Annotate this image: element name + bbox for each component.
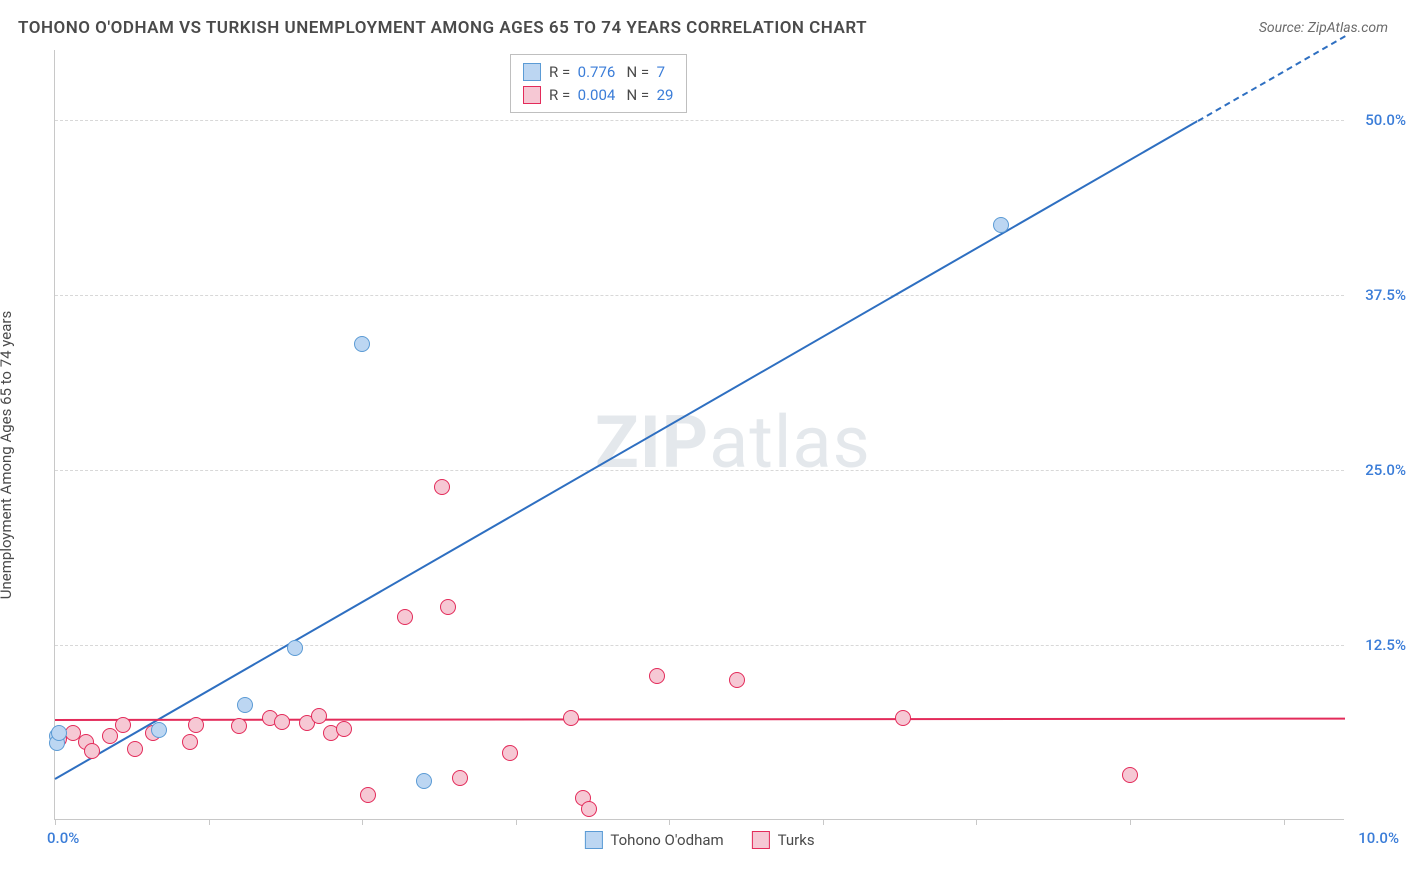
data-point: [581, 801, 597, 817]
data-point: [287, 640, 303, 656]
x-axis-end-label: 10.0%: [1358, 829, 1399, 847]
data-point: [188, 717, 204, 733]
chart-title: TOHONO O'ODHAM VS TURKISH UNEMPLOYMENT A…: [18, 18, 867, 38]
legend-swatch: [523, 63, 541, 81]
data-point: [127, 741, 143, 757]
data-point: [151, 722, 167, 738]
x-tick: [1284, 819, 1285, 825]
x-tick: [669, 819, 670, 825]
gridline: [55, 470, 1344, 471]
legend-label: Turks: [778, 831, 815, 849]
data-point: [237, 697, 253, 713]
data-point: [729, 672, 745, 688]
stat-legend-row: R = 0.004 N = 29: [523, 84, 674, 107]
stat-legend: R = 0.776 N = 7R = 0.004 N = 29: [510, 54, 687, 113]
data-point: [649, 668, 665, 684]
data-point: [416, 773, 432, 789]
x-tick: [1130, 819, 1131, 825]
series-legend: Tohono O'odham Turks: [584, 831, 814, 849]
data-point: [354, 336, 370, 352]
stat-text: R = 0.004 N = 29: [549, 84, 674, 107]
legend-swatch: [584, 831, 602, 849]
legend-item: Turks: [752, 831, 815, 849]
data-point: [51, 725, 67, 741]
watermark-rest: atlas: [709, 400, 871, 485]
gridline: [55, 120, 1344, 121]
data-point: [563, 710, 579, 726]
y-tick-label: 37.5%: [1350, 286, 1406, 304]
y-tick-label: 50.0%: [1350, 111, 1406, 129]
data-point: [895, 710, 911, 726]
x-tick: [516, 819, 517, 825]
x-tick: [209, 819, 210, 825]
gridline: [55, 295, 1344, 296]
data-point: [182, 734, 198, 750]
data-point: [397, 609, 413, 625]
y-tick-label: 12.5%: [1350, 636, 1406, 654]
x-tick: [55, 819, 56, 825]
gridline: [55, 645, 1344, 646]
source-text: Source: ZipAtlas.com: [1259, 20, 1388, 36]
data-point: [993, 217, 1009, 233]
x-tick: [976, 819, 977, 825]
x-tick: [362, 819, 363, 825]
legend-item: Tohono O'odham: [584, 831, 723, 849]
x-axis-start-label: 0.0%: [47, 829, 79, 847]
data-point: [311, 708, 327, 724]
trend-line: [55, 718, 1345, 721]
trend-line-dash: [1197, 35, 1345, 122]
y-tick-label: 25.0%: [1350, 461, 1406, 479]
data-point: [84, 743, 100, 759]
stat-legend-row: R = 0.776 N = 7: [523, 61, 674, 84]
data-point: [434, 479, 450, 495]
data-point: [1122, 767, 1138, 783]
data-point: [440, 599, 456, 615]
data-point: [452, 770, 468, 786]
data-point: [336, 721, 352, 737]
data-point: [115, 717, 131, 733]
legend-swatch: [523, 86, 541, 104]
data-point: [274, 714, 290, 730]
data-point: [360, 787, 376, 803]
plot-area: ZIPatlas Tohono O'odhamTurks 12.5%25.0%3…: [54, 50, 1344, 820]
trend-line: [55, 120, 1199, 780]
legend-swatch: [752, 831, 770, 849]
legend-label: Tohono O'odham: [610, 831, 723, 849]
data-point: [231, 718, 247, 734]
x-tick: [823, 819, 824, 825]
data-point: [502, 745, 518, 761]
stat-text: R = 0.776 N = 7: [549, 61, 665, 84]
y-axis-label: Unemployment Among Ages 65 to 74 years: [0, 311, 15, 599]
